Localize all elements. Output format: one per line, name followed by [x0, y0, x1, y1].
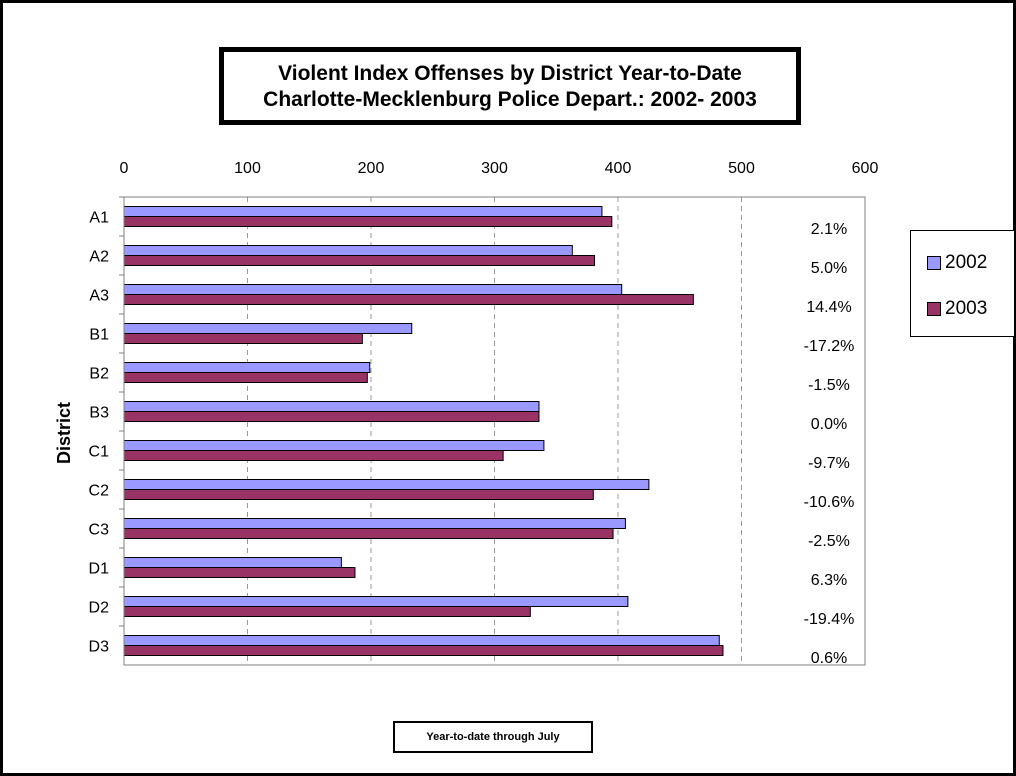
bar-2002-D2 [123, 596, 629, 607]
x-tick-label: 100 [234, 160, 261, 177]
bar-2003-D3 [123, 645, 724, 656]
category-label-C2: C2 [89, 483, 110, 500]
change-label-D2: -19.4% [804, 611, 855, 628]
legend-item-2003: 2003 [927, 297, 987, 321]
category-label-A3: A3 [89, 288, 109, 305]
bar-2002-B2 [123, 362, 371, 373]
change-label-C3: -2.5% [808, 533, 850, 550]
bar-2003-D2 [123, 606, 531, 617]
bar-chart: 0 100 200 300 400 500 600 A1 2.1% A2 5.0% A3 14.4% B1… [54, 160, 879, 667]
bar-2002-C3 [123, 518, 626, 529]
bar-2002-C1 [123, 440, 545, 451]
x-tick-label: 400 [605, 160, 632, 177]
change-label-C2: -10.6% [804, 494, 855, 511]
bar-2002-C2 [123, 479, 650, 490]
bar-2002-A1 [123, 206, 603, 217]
x-tick-label: 500 [728, 160, 755, 177]
bar-2003-A2 [123, 255, 596, 266]
change-label-B3: 0.0% [811, 416, 847, 433]
category-label-B3: B3 [89, 405, 109, 422]
y-axis-title: District [54, 402, 74, 464]
category-label-D2: D2 [89, 600, 110, 617]
chart-title-line-2: Charlotte-Mecklenburg Police Depart.: 20… [263, 88, 757, 111]
category-label-B1: B1 [89, 327, 109, 344]
category-label-A1: A1 [89, 210, 109, 227]
chart-title: Violent Index Offenses by District Year-… [219, 47, 801, 125]
bar-2002-B3 [123, 401, 540, 412]
category-label-D3: D3 [89, 639, 110, 656]
bar-2003-B2 [123, 372, 368, 383]
bar-2002-A2 [123, 245, 573, 256]
change-label-B1: -17.2% [804, 338, 855, 355]
category-label-C3: C3 [89, 522, 110, 539]
change-label-A3: 14.4% [806, 299, 851, 316]
category-label-C1: C1 [89, 444, 110, 461]
bar-2003-A1 [123, 216, 613, 227]
bar-2002-B1 [123, 323, 413, 334]
bar-2003-C3 [123, 528, 614, 539]
x-tick-label: 300 [481, 160, 508, 177]
legend-item-2002: 2002 [927, 251, 987, 275]
chart-title-line-1: Violent Index Offenses by District Year-… [278, 62, 742, 85]
legend-swatch-2002 [927, 256, 941, 270]
change-label-D1: 6.3% [811, 572, 847, 589]
x-tick-label: 600 [852, 160, 879, 177]
legend-label-2003: 2003 [945, 298, 988, 319]
category-label-D1: D1 [89, 561, 110, 578]
legend: 2002 2003 [910, 230, 1015, 337]
bar-2003-C1 [123, 450, 504, 461]
bar-2003-B3 [123, 411, 540, 422]
category-label-B2: B2 [89, 366, 109, 383]
bar-2003-B1 [123, 333, 363, 344]
bar-2002-D3 [123, 635, 720, 646]
legend-label-2002: 2002 [945, 252, 988, 273]
x-tick-label: 200 [358, 160, 385, 177]
bar-2002-D1 [123, 557, 342, 568]
period-note: Year-to-date through July [393, 721, 593, 753]
change-label-B2: -1.5% [808, 377, 850, 394]
change-label-C1: -9.7% [808, 455, 850, 472]
x-tick-label: 0 [120, 160, 129, 177]
legend-swatch-2003 [927, 302, 941, 316]
category-label-A2: A2 [89, 249, 109, 266]
change-label-A2: 5.0% [811, 260, 847, 277]
bar-2003-D1 [123, 567, 356, 578]
change-label-A1: 2.1% [811, 221, 847, 238]
change-label-D3: 0.6% [811, 650, 847, 667]
bar-2003-C2 [123, 489, 594, 500]
bar-2002-A3 [123, 284, 623, 295]
bar-2003-A3 [123, 294, 694, 305]
